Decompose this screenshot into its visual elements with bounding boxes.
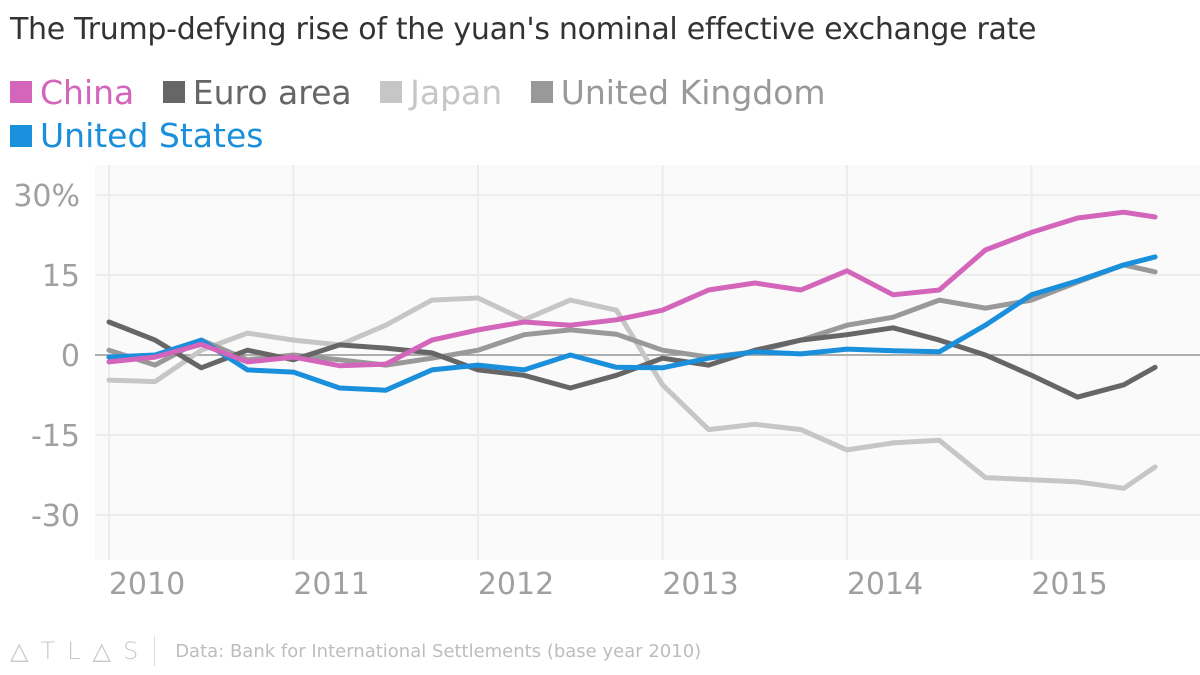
y-tick-label: 0	[61, 339, 80, 374]
footer: △TL△S Data: Bank for International Settl…	[10, 636, 701, 666]
legend-label: China	[40, 72, 135, 112]
x-tick-label: 2010	[109, 567, 185, 602]
legend-label: United Kingdom	[560, 72, 826, 112]
legend-swatch	[10, 81, 32, 103]
x-tick-label: 2011	[293, 567, 369, 602]
legend-item-united-states: United States	[10, 114, 263, 157]
y-tick-label: 15	[42, 259, 80, 294]
atlas-logo: △TL△S	[10, 637, 151, 665]
legend-item-euro-area: Euro area	[162, 71, 352, 114]
x-tick-label: 2015	[1031, 567, 1107, 602]
legend-label: United States	[40, 116, 264, 155]
legend-item-united-kingdom: United Kingdom	[530, 71, 826, 114]
legend-swatch	[10, 124, 32, 147]
series-line-china	[106, 209, 1158, 369]
legend-item-china: China	[10, 71, 134, 114]
footer-divider	[154, 636, 156, 666]
x-tick-label: 2014	[847, 567, 923, 602]
series-line-united-states	[106, 254, 1158, 393]
x-tick-label: 2013	[662, 567, 738, 602]
legend-swatch	[530, 81, 553, 103]
legend: China Euro area Japan United Kingdom Uni…	[10, 70, 1010, 157]
source-note: Data: Bank for International Settlements…	[175, 640, 702, 662]
y-tick-label: 30%	[13, 179, 80, 214]
series-line-japan	[106, 295, 1158, 491]
x-tick-label: 2012	[478, 567, 554, 602]
legend-label: Japan	[410, 72, 503, 112]
y-tick-label: -30	[31, 499, 80, 534]
y-tick-label: -15	[31, 419, 80, 454]
legend-swatch	[162, 81, 185, 103]
legend-item-japan: Japan	[380, 71, 502, 114]
legend-label: Euro area	[192, 72, 352, 112]
chart-title: The Trump-defying rise of the yuan's nom…	[10, 12, 1037, 47]
legend-swatch	[380, 81, 403, 103]
